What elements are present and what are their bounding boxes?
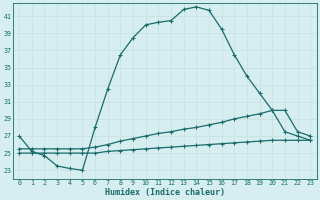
X-axis label: Humidex (Indice chaleur): Humidex (Indice chaleur)	[105, 188, 225, 197]
